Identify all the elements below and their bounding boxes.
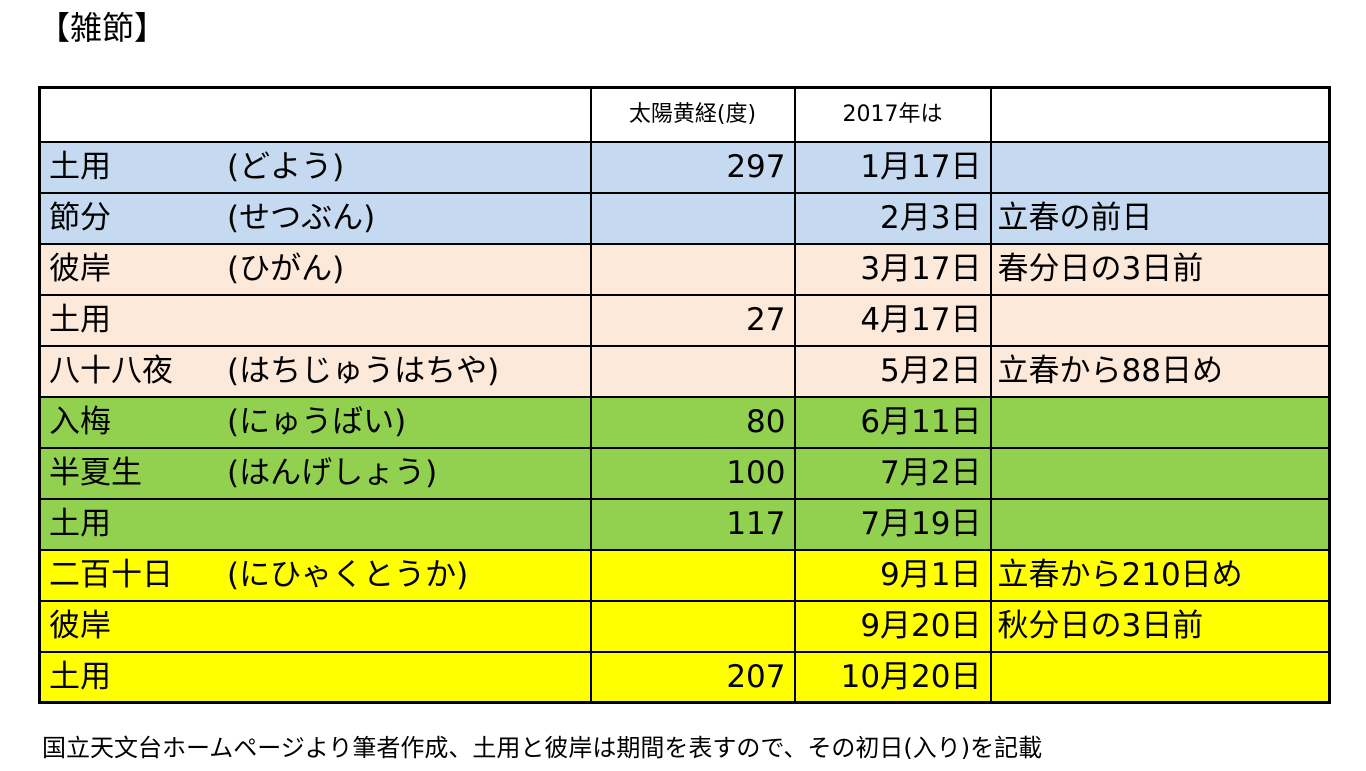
- longitude-cell: 207: [589, 650, 796, 704]
- longitude-cell: [589, 599, 796, 653]
- note-cell: [989, 650, 1331, 704]
- table-body: 土用 (どよう) 297 1月17日節分 (せつぶん) 2月3日 立春の前日彼岸 (ひがん) 3…: [38, 140, 1331, 704]
- date-cell: 4月17日: [793, 293, 992, 347]
- table-row: 節分 (せつぶん) 2月3日 立春の前日: [38, 191, 1331, 245]
- term-cell: 入梅 (にゅうばい): [38, 395, 592, 449]
- header-note: [989, 86, 1331, 143]
- table-row: 土用 (どよう) 297 1月17日: [38, 140, 1331, 194]
- table-header-row: 太陽黄経(度) 2017年は: [38, 86, 1331, 143]
- term-cell: 土用 (どよう): [38, 140, 592, 194]
- header-date: 2017年は: [793, 86, 992, 143]
- term-cell: 八十八夜 (はちじゅうはちや): [38, 344, 592, 398]
- note-cell: [989, 293, 1331, 347]
- term-name: 土用: [49, 506, 111, 542]
- note-cell: [989, 395, 1331, 449]
- note-cell: [989, 446, 1331, 500]
- table-row: 入梅 (にゅうばい) 80 6月11日: [38, 395, 1331, 449]
- longitude-cell: [589, 191, 796, 245]
- term-reading: (はんげしょう): [227, 455, 438, 491]
- date-cell: 6月11日: [793, 395, 992, 449]
- term-reading: (せつぶん): [227, 200, 376, 236]
- term-reading: (どよう): [227, 149, 345, 185]
- note-cell: [989, 140, 1331, 194]
- term-name: 半夏生: [49, 455, 142, 491]
- note-cell: [989, 497, 1331, 551]
- note-cell: 立春から88日め: [989, 344, 1331, 398]
- term-cell: 土用: [38, 497, 592, 551]
- longitude-cell: [589, 548, 796, 602]
- term-name: 節分: [49, 200, 111, 236]
- longitude-cell: [589, 242, 796, 296]
- table-row: 土用 117 7月19日: [38, 497, 1331, 551]
- term-name: 土用: [49, 149, 111, 185]
- zassetsu-table: 太陽黄経(度) 2017年は 土用 (どよう) 297 1月17日節分 (せつぶん) 2月…: [38, 86, 1331, 704]
- table-row: 半夏生 (はんげしょう) 100 7月2日: [38, 446, 1331, 500]
- term-reading: (にゅうばい): [227, 404, 407, 440]
- term-cell: 土用: [38, 650, 592, 704]
- note-cell: 秋分日の3日前: [989, 599, 1331, 653]
- longitude-cell: 297: [589, 140, 796, 194]
- term-name: 八十八夜: [49, 353, 173, 389]
- date-cell: 10月20日: [793, 650, 992, 704]
- table-row: 彼岸 (ひがん) 3月17日 春分日の3日前: [38, 242, 1331, 296]
- longitude-cell: 27: [589, 293, 796, 347]
- note-cell: 立春の前日: [989, 191, 1331, 245]
- term-cell: 節分 (せつぶん): [38, 191, 592, 245]
- term-cell: 彼岸: [38, 599, 592, 653]
- source-footnote: 国立天文台ホームページより筆者作成、土用と彼岸は期間を表すので、その初日(入り)…: [42, 734, 1043, 762]
- date-cell: 9月1日: [793, 548, 992, 602]
- term-cell: 彼岸 (ひがん): [38, 242, 592, 296]
- table-row: 土用 27 4月17日: [38, 293, 1331, 347]
- term-cell: 半夏生 (はんげしょう): [38, 446, 592, 500]
- longitude-cell: 117: [589, 497, 796, 551]
- term-reading: (はちじゅうはちや): [227, 353, 500, 389]
- term-reading: (にひゃくとうか): [227, 557, 469, 593]
- table-row: 土用 207 10月20日: [38, 650, 1331, 704]
- term-name: 入梅: [49, 404, 111, 440]
- term-reading: (ひがん): [227, 251, 345, 287]
- date-cell: 7月2日: [793, 446, 992, 500]
- header-term: [38, 86, 592, 143]
- table-row: 二百十日 (にひゃくとうか) 9月1日 立春から210日め: [38, 548, 1331, 602]
- table-row: 八十八夜 (はちじゅうはちや) 5月2日 立春から88日め: [38, 344, 1331, 398]
- term-name: 土用: [49, 658, 111, 695]
- date-cell: 5月2日: [793, 344, 992, 398]
- date-cell: 7月19日: [793, 497, 992, 551]
- date-cell: 1月17日: [793, 140, 992, 194]
- longitude-cell: 80: [589, 395, 796, 449]
- page-title: 【雑節】: [38, 9, 167, 47]
- term-cell: 土用: [38, 293, 592, 347]
- date-cell: 9月20日: [793, 599, 992, 653]
- term-name: 彼岸: [49, 251, 111, 287]
- header-longitude: 太陽黄経(度): [589, 86, 796, 143]
- term-name: 土用: [49, 302, 111, 338]
- term-cell: 二百十日 (にひゃくとうか): [38, 548, 592, 602]
- longitude-cell: [589, 344, 796, 398]
- term-name: 二百十日: [49, 557, 173, 593]
- note-cell: 立春から210日め: [989, 548, 1331, 602]
- date-cell: 3月17日: [793, 242, 992, 296]
- longitude-cell: 100: [589, 446, 796, 500]
- note-cell: 春分日の3日前: [989, 242, 1331, 296]
- term-name: 彼岸: [49, 608, 111, 644]
- table-row: 彼岸 9月20日 秋分日の3日前: [38, 599, 1331, 653]
- date-cell: 2月3日: [793, 191, 992, 245]
